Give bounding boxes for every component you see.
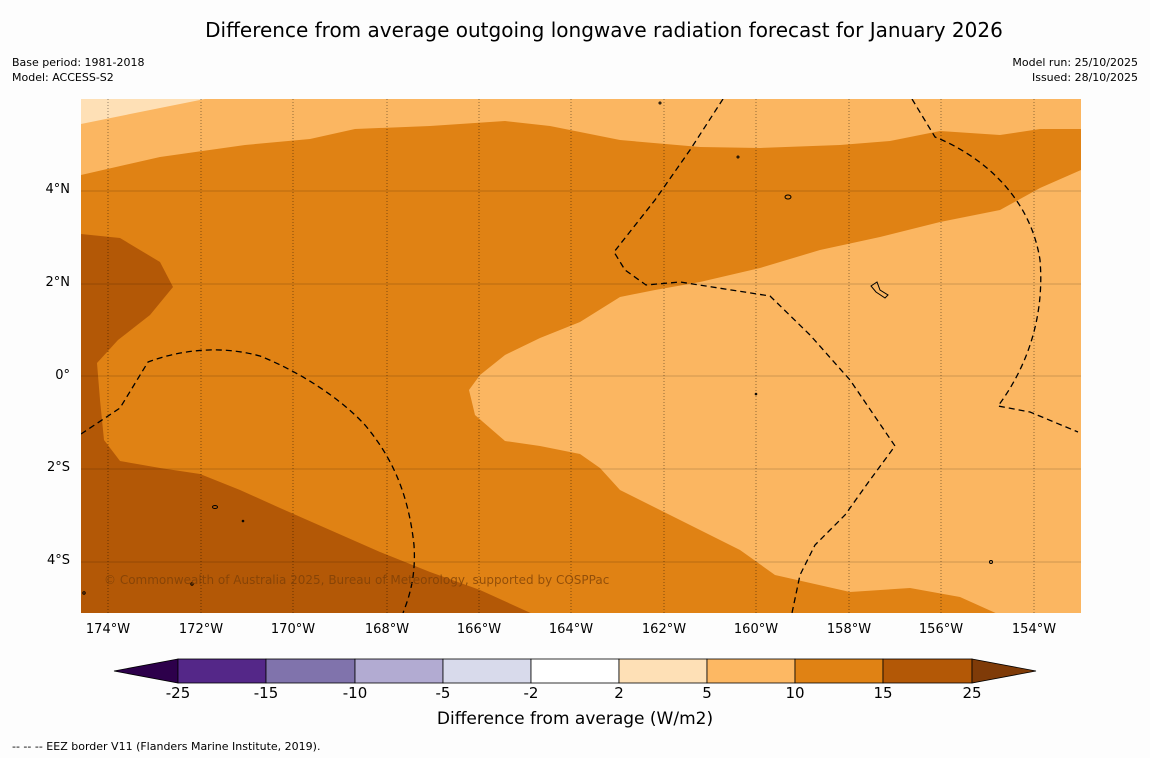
- colorbar-tick: -5: [435, 684, 451, 702]
- colorbar-tick: -25: [165, 684, 191, 702]
- islands: [82, 101, 993, 595]
- colorbar-bin: [354, 658, 444, 684]
- lat-label: 4°S: [46, 553, 70, 568]
- lon-label: 172°W: [178, 622, 224, 637]
- lat-label: 2°N: [45, 275, 71, 290]
- colorbar-tick: 2: [614, 684, 624, 702]
- meta-right: Model run: 25/10/2025 Issued: 28/10/2025: [1012, 55, 1138, 85]
- lon-label: 174°W: [85, 622, 131, 637]
- issued-date: Issued: 28/10/2025: [1031, 71, 1138, 84]
- colorbar-tick: 25: [962, 684, 982, 702]
- colorbar-tick: -10: [342, 684, 368, 702]
- colorbar-bin: [882, 658, 973, 684]
- copyright-text: © Commonwealth of Australia 2025, Bureau…: [104, 573, 609, 587]
- lon-label: 164°W: [548, 622, 594, 637]
- colorbar-bin: [530, 658, 620, 684]
- lon-label: 162°W: [641, 622, 687, 637]
- colorbar-extend-min: [113, 658, 179, 684]
- base-period: Base period: 1981-2018: [12, 56, 145, 69]
- colorbar-bin: [177, 658, 267, 684]
- region-2-5: [81, 99, 205, 124]
- lon-label: 168°W: [364, 622, 410, 637]
- colorbar-bin: [265, 658, 356, 684]
- region-10-15: [81, 121, 1081, 613]
- lat-label: 4°N: [45, 182, 71, 197]
- map-title: Difference from average outgoing longwav…: [205, 18, 1003, 42]
- model-run: Model run: 25/10/2025: [1012, 56, 1138, 69]
- colorbar-tick: 15: [873, 684, 893, 702]
- colorbar-bin: [442, 658, 532, 684]
- colorbar-title: Difference from average (W/m2): [436, 709, 714, 729]
- lon-label: 154°W: [1011, 622, 1057, 637]
- colorbar-tick: 5: [702, 684, 712, 702]
- colorbar-bin: [706, 658, 796, 684]
- colorbar-tick: 10: [785, 684, 805, 702]
- colorbar-tick: -2: [523, 684, 539, 702]
- lon-label: 166°W: [456, 622, 502, 637]
- colorbar-tick: -15: [253, 684, 279, 702]
- colorbar: [113, 658, 1037, 684]
- region-15-25: [81, 234, 531, 613]
- graticule: [81, 190, 1081, 563]
- colorbar-extend-max: [971, 658, 1037, 684]
- meta-left: Base period: 1981-2018 Model: ACCESS-S2: [12, 55, 144, 85]
- map-field: © Commonwealth of Australia 2025, Bureau…: [81, 99, 1081, 613]
- lat-label: 0°: [55, 368, 70, 383]
- eez-legend-footer: -- -- -- EEZ border V11 (Flanders Marine…: [12, 740, 321, 753]
- lon-label: 156°W: [918, 622, 964, 637]
- eez-borders: [81, 99, 1079, 613]
- lon-label: 160°W: [733, 622, 779, 637]
- colorbar-bin: [618, 658, 708, 684]
- colorbar-bin: [794, 658, 884, 684]
- lon-label: 158°W: [826, 622, 872, 637]
- lat-label: 2°S: [46, 460, 70, 475]
- lon-label: 170°W: [270, 622, 316, 637]
- model-name: Model: ACCESS-S2: [12, 71, 114, 84]
